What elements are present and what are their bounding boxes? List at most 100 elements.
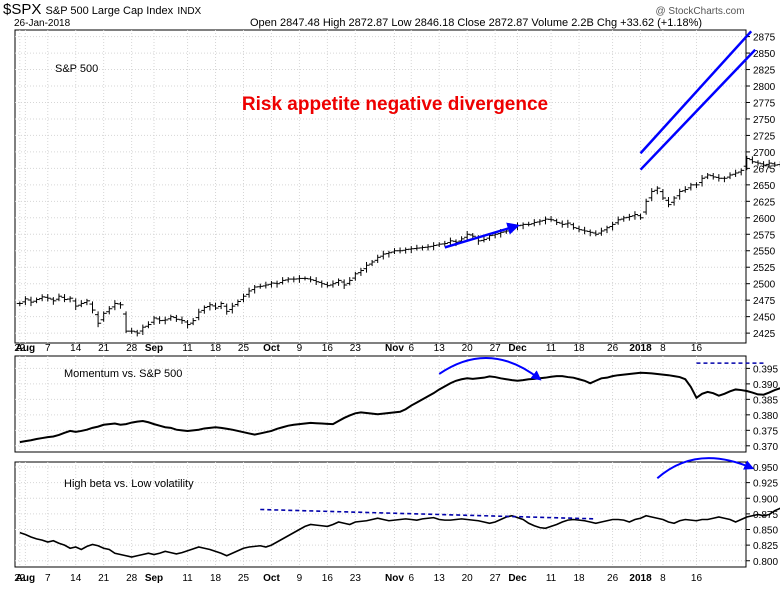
- ohlc-bar: [592, 230, 599, 237]
- y-tick-label: 0.925: [753, 479, 778, 490]
- x-tick-label: 11: [546, 343, 557, 354]
- x-tick-label: 6: [408, 343, 414, 354]
- x-tick-label: 2018: [629, 573, 652, 584]
- trend-channel-upper: [639, 30, 753, 155]
- y-tick-label: 0.380: [753, 411, 778, 422]
- ohlc-bar: [525, 221, 532, 227]
- y-tick-label: 2800: [753, 82, 776, 93]
- ohlc-bar: [111, 300, 118, 311]
- ohlc-bar: [536, 219, 543, 226]
- x-tick-label: 16: [691, 343, 703, 354]
- x-tick-label: Nov: [385, 343, 404, 354]
- ohlc-bar: [89, 301, 96, 314]
- ticker-symbol: $SPX: [3, 1, 41, 18]
- chg-value: +33.62 (+1.18%): [620, 17, 702, 29]
- ohlc-bar: [218, 301, 225, 310]
- ohlc-bar: [441, 240, 448, 247]
- ohlc-bar: [564, 219, 571, 228]
- y-tick-label: 0.825: [753, 541, 778, 552]
- x-tick-label: 2018: [629, 343, 652, 354]
- ohlc-bar: [201, 305, 208, 314]
- ohlc-bar: [430, 242, 437, 251]
- momentum-gridlines: [15, 356, 746, 452]
- x-tick-label: 7: [45, 573, 51, 584]
- ohlc-bar: [396, 247, 404, 254]
- ohlc-bar: [570, 222, 577, 230]
- x-tick-label: 14: [70, 573, 82, 584]
- ohlc-bar: [346, 277, 353, 286]
- ohlc-bar: [78, 300, 85, 308]
- ohlc-bar: [671, 196, 678, 206]
- y-tick-label: 2575: [753, 230, 776, 241]
- ohlc-bar: [55, 293, 63, 302]
- low-value: 2846.18: [415, 17, 455, 29]
- y-tick-label: 2425: [753, 329, 776, 340]
- ohlc-bar: [290, 276, 297, 283]
- ohlc-bar: [369, 259, 376, 267]
- x-tick-label: Dec: [508, 343, 527, 354]
- ohlc-bar: [380, 250, 387, 260]
- highbeta-rollover-arrow: [656, 457, 755, 480]
- ohlc-bar: [67, 296, 74, 303]
- chg-label: Chg: [597, 17, 617, 29]
- x-tick-label: 28: [126, 573, 138, 584]
- ohlc-bar: [173, 314, 180, 322]
- x-tick-label: 22: [14, 343, 26, 354]
- y-tick-label: 0.390: [753, 380, 778, 391]
- ohlc-bar: [391, 248, 398, 255]
- y-tick-label: 2700: [753, 148, 776, 159]
- chart-date: 26-Jan-2018: [14, 18, 71, 29]
- ohlc-bar: [184, 320, 191, 329]
- y-tick-label: 0.850: [753, 526, 778, 537]
- ohlc-bar: [575, 225, 583, 233]
- ohlc-bar: [229, 302, 236, 314]
- price-panel-label: S&P 500: [55, 63, 98, 75]
- ohlc-bar: [721, 176, 728, 183]
- ohlc-bar: [335, 278, 342, 286]
- ohlc-bar: [61, 294, 68, 303]
- ohlc-bar: [22, 296, 29, 306]
- x-tick-label: 9: [297, 573, 303, 584]
- ohlc-bar: [251, 285, 258, 294]
- ohlc-bar: [352, 271, 359, 281]
- ohlc-bar: [72, 298, 79, 311]
- highbeta-gridlines: [15, 462, 746, 567]
- y-tick-label: 2525: [753, 263, 776, 274]
- y-tick-label: 2750: [753, 115, 776, 126]
- x-tick-label: 16: [322, 343, 334, 354]
- high-label: High: [323, 17, 346, 29]
- ohlc-bar: [559, 220, 566, 228]
- ohlc-bar: [581, 226, 588, 235]
- ohlc-bar: [39, 294, 46, 302]
- ohlc-bar: [648, 188, 655, 202]
- ohlc-bar: [190, 317, 197, 326]
- x-tick-label: 23: [350, 343, 362, 354]
- x-tick-label: 9: [297, 343, 303, 354]
- x-tick-label: 27: [490, 343, 502, 354]
- x-tick-label: Oct: [263, 343, 280, 354]
- y-tick-label: 2725: [753, 131, 776, 142]
- uptrend-arrow: [444, 222, 520, 249]
- ohlc-bar: [754, 160, 762, 166]
- ohlc-bar: [480, 236, 488, 243]
- ohlc-bar: [732, 169, 739, 177]
- ohlc-bar: [687, 182, 694, 191]
- ohlc-bar: [682, 186, 689, 193]
- ohlc-bar: [128, 327, 135, 334]
- x-tick-label: 8: [660, 343, 666, 354]
- ohlc-bar: [520, 222, 527, 230]
- ohlc-bar: [27, 296, 35, 307]
- x-tick-label: 26: [607, 343, 619, 354]
- ohlc-bar: [117, 301, 124, 309]
- momentum-panel-frame: [14, 355, 747, 453]
- ohlc-bar: [408, 246, 415, 254]
- ohlc-bar: [341, 279, 348, 289]
- ohlc-bar: [738, 168, 745, 176]
- ohlc-bar: [145, 321, 152, 329]
- ohlc-bar: [279, 277, 286, 285]
- ohlc-bar: [464, 230, 471, 240]
- ohlc-bar: [301, 276, 309, 281]
- ohlc-bar: [50, 297, 57, 305]
- y-tick-label: 2675: [753, 164, 776, 175]
